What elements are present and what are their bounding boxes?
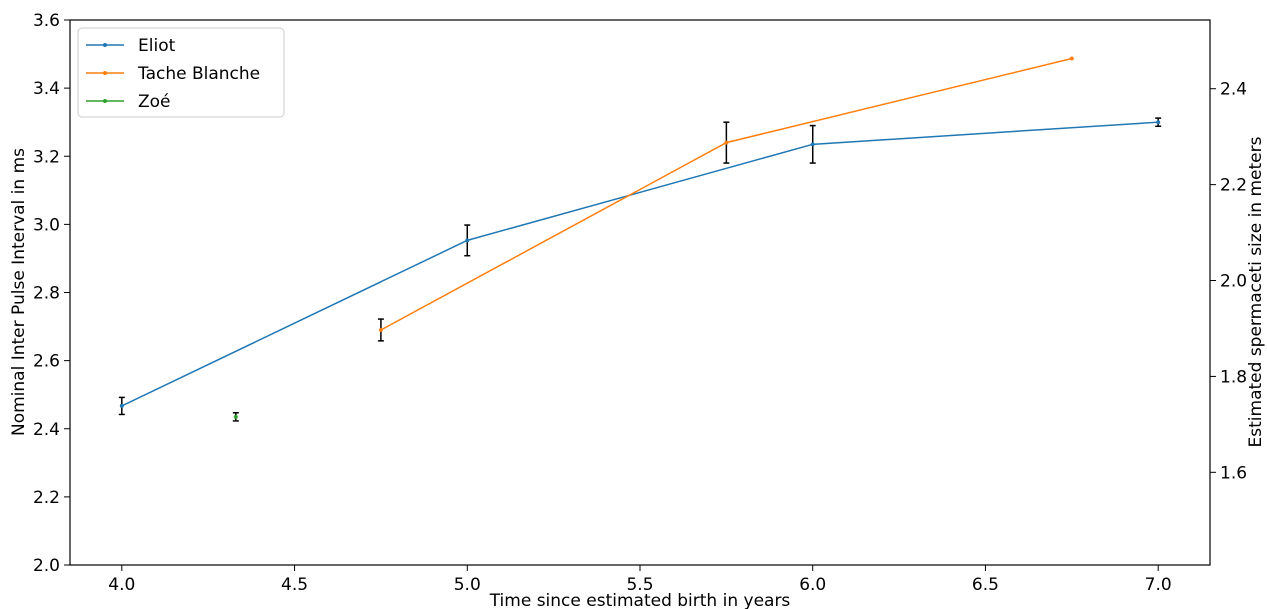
y2-axis-label: Estimated spermaceti size in meters — [1246, 136, 1266, 447]
x-axis-ticks: 4.0 4.5 5.0 5.5 6.0 6.5 7.0 — [108, 565, 1172, 595]
legend-marker-eliot — [103, 43, 107, 47]
y2-tick-label: 2.4 — [1220, 80, 1247, 100]
y-tick-label: 2.4 — [33, 420, 60, 440]
data-point-tache-blanche — [1069, 56, 1074, 61]
y2-tick-label: 2.2 — [1220, 176, 1247, 196]
data-point-tache-blanche — [378, 327, 383, 332]
data-point-eliot — [119, 403, 124, 408]
series-layer — [118, 56, 1162, 422]
y-tick-label: 3.2 — [33, 147, 60, 167]
y-tick-label: 2.0 — [33, 556, 60, 576]
x-tick-label: 6.5 — [972, 575, 999, 595]
data-point-eliot — [810, 142, 815, 147]
y-axis-label: Nominal Inter Pulse Interval in ms — [9, 148, 29, 436]
series-tache-blanche — [377, 56, 1074, 342]
y2-axis-ticks: 1.6 1.8 2.0 2.2 2.4 — [1210, 80, 1247, 483]
data-point-eliot — [1156, 120, 1161, 125]
x-tick-label: 5.0 — [454, 575, 481, 595]
data-point-tache-blanche — [724, 140, 729, 145]
series-zo- — [232, 411, 239, 422]
series-eliot — [118, 117, 1162, 416]
y-tick-label: 2.6 — [33, 352, 60, 372]
legend-marker-tache-blanche — [103, 71, 107, 75]
y-tick-label: 3.4 — [33, 79, 60, 99]
y2-tick-label: 2.0 — [1220, 272, 1247, 292]
x-tick-label: 4.5 — [281, 575, 308, 595]
x-tick-label: 7.0 — [1145, 575, 1172, 595]
x-tick-label: 4.0 — [108, 575, 135, 595]
legend-label-eliot: Eliot — [138, 36, 176, 56]
data-point-zo- — [233, 414, 238, 419]
y-tick-label: 2.2 — [33, 488, 60, 508]
legend-marker-zo- — [103, 99, 107, 103]
x-axis-label: Time since estimated birth in years — [489, 591, 791, 609]
y2-tick-label: 1.8 — [1220, 367, 1247, 387]
x-tick-label: 5.5 — [626, 575, 653, 595]
x-tick-label: 6.0 — [799, 575, 826, 595]
series-line-eliot — [121, 121, 1159, 407]
y2-tick-label: 1.6 — [1220, 463, 1247, 483]
y-tick-label: 2.8 — [33, 284, 60, 304]
y-tick-label: 3.6 — [33, 11, 60, 31]
legend: Eliot Tache Blanche Zoé — [77, 27, 285, 118]
legend-label-zo-: Zoé — [138, 92, 171, 112]
legend-box — [77, 27, 285, 118]
legend-label-tache-blanche: Tache Blanche — [137, 64, 260, 84]
y-axis-ticks: 2.0 2.2 2.4 2.6 2.8 3.0 3.2 3.4 3.6 — [33, 11, 70, 576]
data-point-eliot — [465, 238, 470, 243]
plot-frame — [69, 19, 1211, 566]
y-tick-label: 3.0 — [33, 215, 60, 235]
